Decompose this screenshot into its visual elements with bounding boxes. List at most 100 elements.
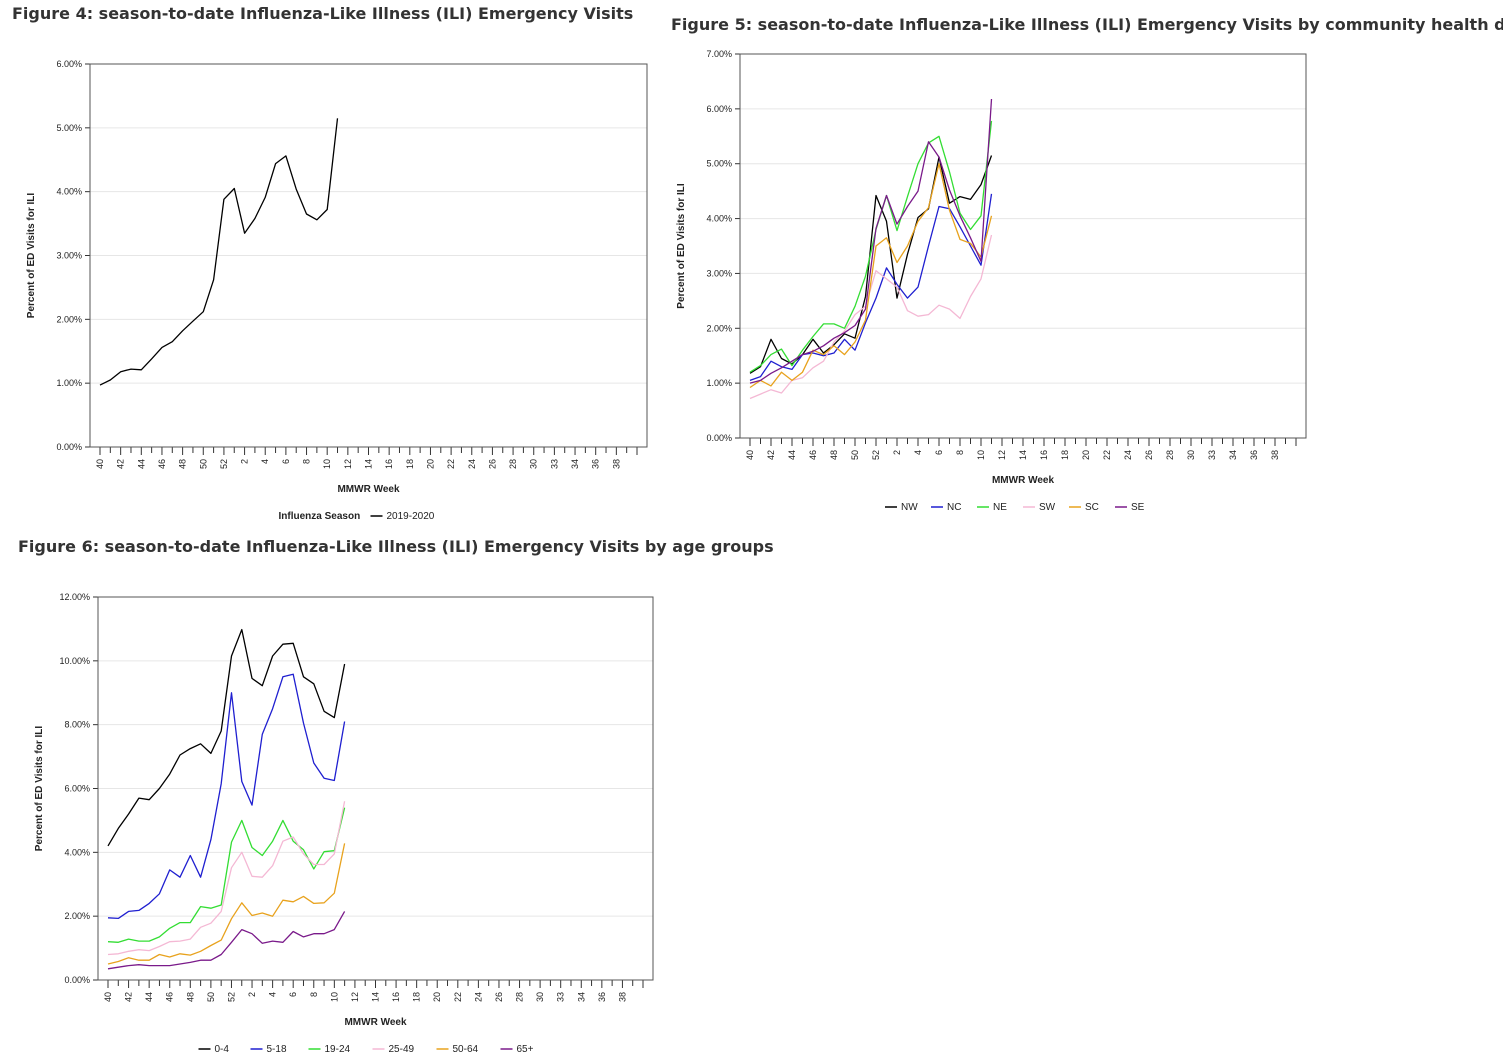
y-tick-label: 5.00%	[706, 159, 732, 169]
x-tick-label: 26	[487, 459, 497, 469]
x-tick-label: 48	[185, 992, 195, 1002]
figure-6-chart: 0.00% 2.00% 4.00% 6.00% 8.00% 10.00% 12.00% 40 4…	[34, 592, 654, 1055]
x-tick-label: 34	[570, 459, 580, 469]
figure-6-panel: 0.00% 2.00% 4.00% 6.00% 8.00% 10.00% 12.00% 40 4…	[22, 585, 662, 1055]
x-tick-label: 16	[391, 992, 401, 1002]
legend-entry: SW	[1039, 502, 1056, 513]
x-tick-label: 10	[329, 992, 339, 1002]
x-tick-label: 30	[1186, 450, 1196, 460]
x-tick-label: 20	[425, 459, 435, 469]
x-tick-label: 18	[1060, 450, 1070, 460]
y-axis-title: Percent of ED Visits for ILI	[34, 726, 45, 852]
y-tick-label: 12.00%	[59, 592, 90, 602]
x-tick-label: 12	[343, 459, 353, 469]
figure-5-title: Figure 5: season-to-date Influenza-Like …	[671, 15, 1503, 34]
x-tick-label: 4	[268, 992, 278, 997]
x-tick-label: 40	[103, 992, 113, 1002]
y-tick-label: 3.00%	[706, 268, 732, 278]
legend: NW NC NE SW SC SE	[885, 502, 1145, 513]
x-tick-label: 48	[178, 459, 188, 469]
x-tick-label: 8	[302, 459, 312, 464]
x-tick-label: 4	[260, 459, 270, 464]
x-tick-label: 52	[871, 450, 881, 460]
x-tick-label: 14	[1018, 450, 1028, 460]
x-tick-label: 20	[432, 992, 442, 1002]
x-tick-label: 33	[1207, 450, 1217, 460]
y-tick-label: 10.00%	[59, 656, 90, 666]
series-line-SC	[749, 163, 993, 389]
y-tick-label: 1.00%	[56, 378, 82, 388]
y-tick-label: 3.00%	[56, 251, 82, 261]
x-tick-label: 22	[1102, 450, 1112, 460]
x-tick-label: 52	[226, 992, 236, 1002]
x-tick-label: 38	[617, 992, 627, 1002]
x-tick-label: 34	[1228, 450, 1238, 460]
y-tick-label: 7.00%	[706, 49, 732, 59]
legend-entry: NW	[901, 502, 918, 513]
figure-6-title: Figure 6: season-to-date Influenza-Like …	[18, 537, 774, 556]
figure-4-chart: 0.00%1.00%2.00%3.00%4.00%5.00%6.00%40 42 4…	[26, 59, 648, 522]
x-tick-label: 46	[808, 450, 818, 460]
y-tick-label: 6.00%	[64, 784, 90, 794]
series-line-25-49	[107, 801, 346, 956]
x-tick-label: 48	[829, 450, 839, 460]
legend: 0-4 5-18 19-24 25-49 50-64 65+	[198, 1044, 534, 1055]
x-tick-label: 24	[473, 992, 483, 1002]
series-line-50-64	[107, 843, 346, 965]
y-tick-label: 2.00%	[64, 911, 90, 921]
y-tick-label: 4.00%	[56, 187, 82, 197]
x-tick-label: 36	[597, 992, 607, 1002]
legend-title: Influenza Season	[279, 511, 361, 522]
series-line-0-4	[107, 628, 346, 847]
x-tick-label: 6	[281, 459, 291, 464]
legend-entry: 2019-2020	[387, 511, 435, 522]
x-tick-label: 44	[787, 450, 797, 460]
legend-entry: SE	[1131, 502, 1145, 513]
legend-entry: 0-4	[215, 1044, 230, 1055]
x-tick-label: 12	[997, 450, 1007, 460]
x-tick-label: 10	[322, 459, 332, 469]
x-tick-label: 28	[1165, 450, 1175, 460]
plot-frame	[739, 53, 1307, 439]
plot-frame	[97, 596, 654, 981]
x-tick-label: 34	[576, 992, 586, 1002]
x-tick-label: 26	[494, 992, 504, 1002]
x-tick-label: 50	[850, 450, 860, 460]
series-line-SE	[749, 98, 993, 384]
y-tick-label: 6.00%	[706, 104, 732, 114]
x-axis-title: MMWR Week	[992, 475, 1054, 486]
x-tick-label: 46	[165, 992, 175, 1002]
legend-entry: NC	[947, 502, 961, 513]
legend-entry: 50-64	[453, 1044, 479, 1055]
figure-4-panel: 0.00% 1.00% 2.00% 3.00% 4.00% 5.00% 6.00% 40 42 4…	[12, 50, 652, 528]
series-line-NC	[749, 193, 993, 382]
series-line-SW	[749, 234, 993, 400]
series-line-5-18	[107, 673, 346, 920]
x-tick-label: 42	[766, 450, 776, 460]
x-tick-label: 10	[976, 450, 986, 460]
x-tick-label: 40	[745, 450, 755, 460]
x-tick-label: 44	[144, 992, 154, 1002]
x-tick-label: 20	[1081, 450, 1091, 460]
x-tick-label: 38	[611, 459, 621, 469]
y-tick-label: 0.00%	[64, 975, 90, 985]
x-tick-label: 38	[1270, 450, 1280, 460]
x-tick-label: 50	[206, 992, 216, 1002]
y-tick-label: 5.00%	[56, 123, 82, 133]
x-tick-label: 33	[549, 459, 559, 469]
y-axis-title: Percent of ED Visits for ILI	[26, 193, 37, 319]
x-tick-label: 18	[412, 992, 422, 1002]
x-tick-label: 42	[124, 992, 134, 1002]
x-tick-label: 30	[529, 459, 539, 469]
x-tick-label: 42	[116, 459, 126, 469]
x-tick-label: 28	[508, 459, 518, 469]
legend-entry: 65+	[517, 1044, 534, 1055]
y-tick-label: 2.00%	[706, 323, 732, 333]
x-tick-label: 14	[371, 992, 381, 1002]
figure-4-title: Figure 4: season-to-date Influenza-Like …	[12, 4, 634, 23]
legend-entry: 25-49	[389, 1044, 415, 1055]
x-tick-label: 50	[198, 459, 208, 469]
y-tick-label: 4.00%	[64, 847, 90, 857]
x-tick-label: 6	[288, 992, 298, 997]
x-tick-label: 2	[892, 450, 902, 455]
